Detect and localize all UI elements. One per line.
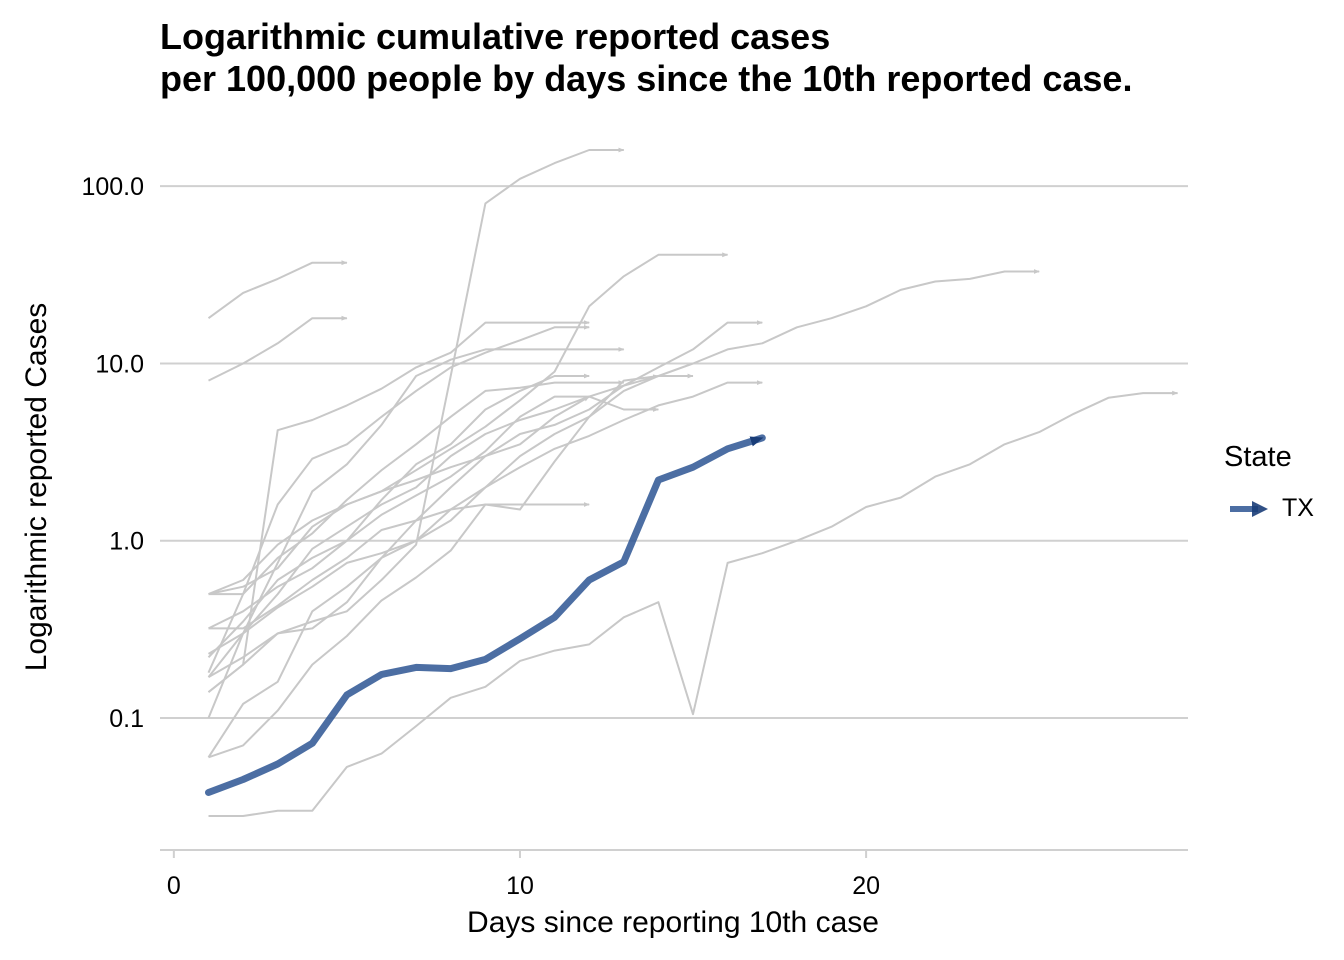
background-series-line-5 — [207, 346, 625, 719]
y-tick-label: 10.0 — [95, 350, 144, 378]
y-tick-label: 100.0 — [81, 173, 144, 201]
legend: State TX — [1224, 440, 1314, 523]
background-series-line-8 — [207, 395, 660, 658]
x-tick-label: 10 — [506, 872, 534, 900]
highlight-series-group — [205, 434, 766, 796]
background-series-line-9 — [207, 320, 763, 758]
series-line-tx — [205, 434, 766, 796]
chart-title-line-1: Logarithmic cumulative reported cases — [160, 16, 831, 57]
background-series-line-4 — [208, 395, 590, 596]
legend-item-tx: TX — [1224, 494, 1314, 523]
background-series-line-11 — [207, 373, 694, 678]
axes: 0.1 1.0 10.0 100.0 0 10 20 — [81, 173, 1188, 900]
chart-title-line-2: per 100,000 people by days since the 10t… — [160, 58, 1133, 99]
legend-title: State — [1224, 441, 1292, 473]
chart-title: Logarithmic cumulative reported cases pe… — [160, 16, 1132, 100]
legend-key-arrow-icon — [1230, 500, 1268, 517]
background-series-line-15 — [208, 380, 625, 596]
background-series-line-13 — [208, 252, 729, 596]
background-series-line-12 — [207, 380, 763, 693]
x-axis-title: Days since reporting 10th case — [467, 906, 879, 939]
background-series-line-3 — [207, 320, 590, 693]
background-series-line-6 — [207, 324, 590, 674]
legend-label-tx: TX — [1282, 494, 1314, 522]
background-series-line-17 — [208, 147, 625, 678]
background-series-line-2 — [208, 315, 348, 382]
x-tick-label: 20 — [852, 872, 880, 900]
gridlines — [160, 185, 1188, 719]
y-axis-title: Logarithmic reported Cases — [20, 303, 53, 672]
x-tick-label: 0 — [167, 872, 181, 900]
y-tick-label: 0.1 — [109, 705, 144, 733]
background-series-line-18 — [208, 390, 1179, 817]
background-series-line-16 — [208, 502, 590, 759]
background-series-line-10 — [208, 373, 590, 630]
background-series-line-14 — [207, 269, 1040, 655]
y-tick-label: 1.0 — [109, 528, 144, 556]
background-series-line-1 — [207, 260, 348, 320]
background-series-group — [207, 147, 1179, 817]
background-series-line-7 — [208, 374, 659, 630]
